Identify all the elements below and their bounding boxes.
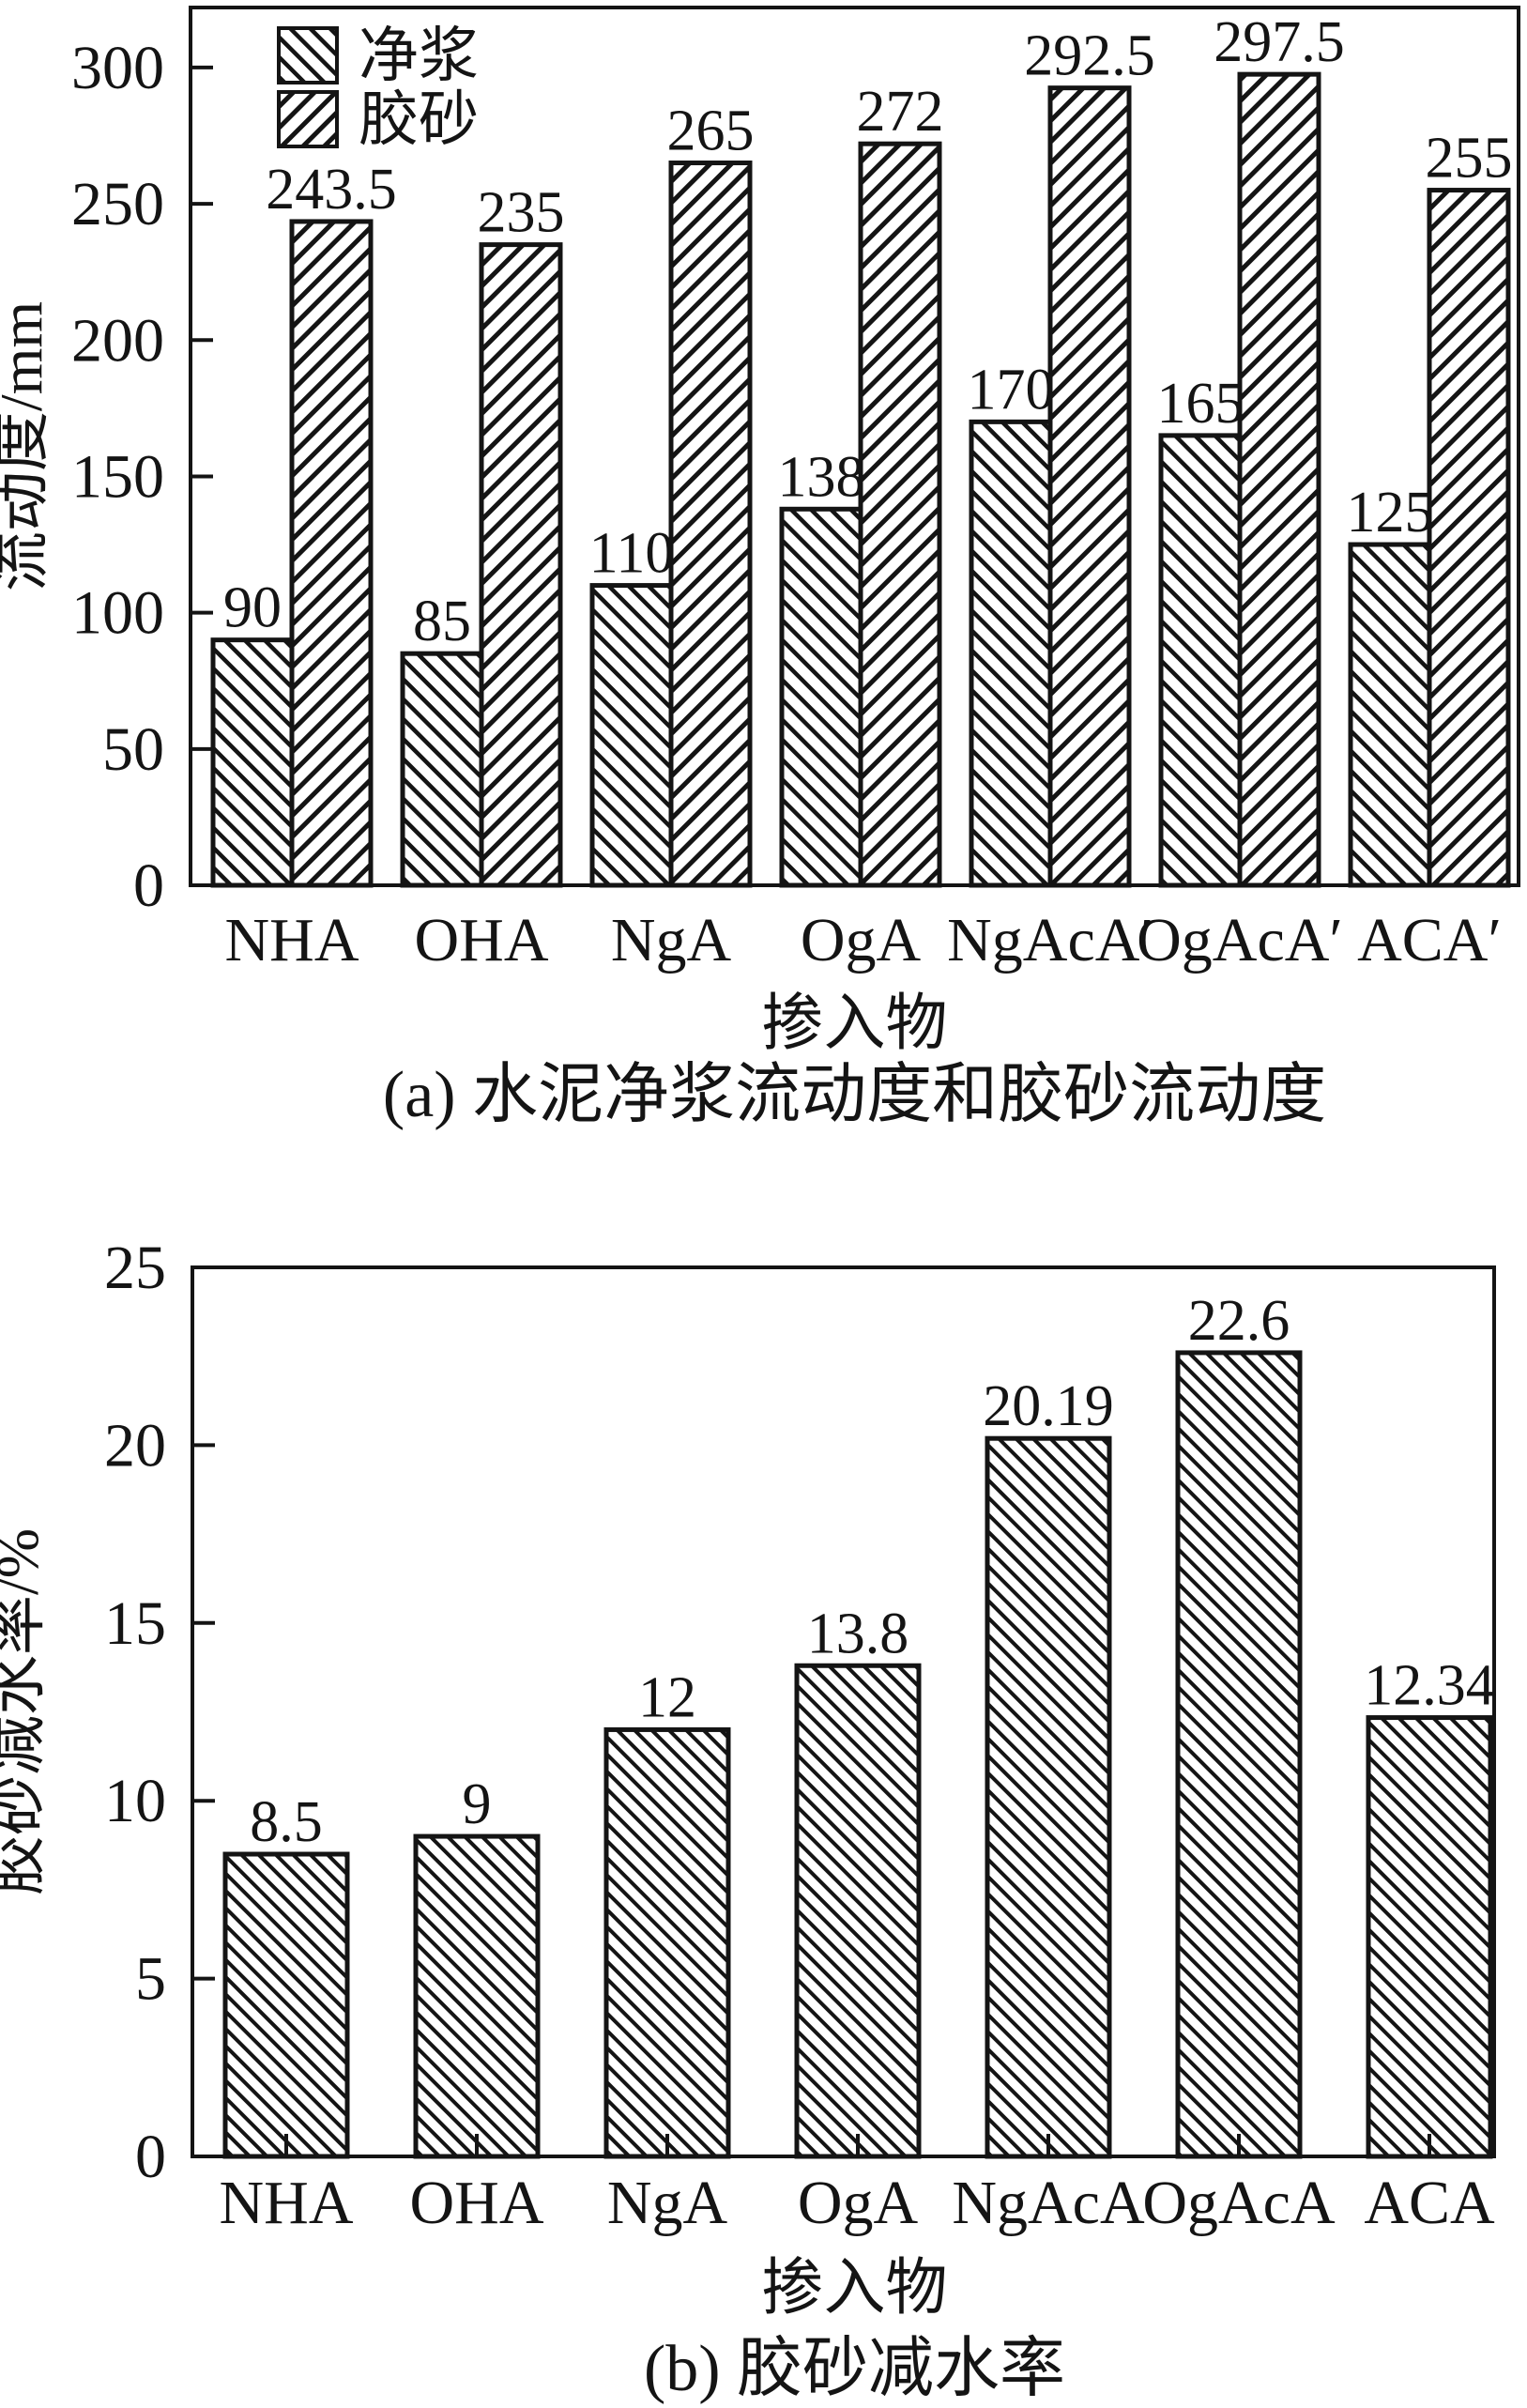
- bar-paste-3: [779, 506, 863, 888]
- bar-value-label-mortar-3: 272: [857, 80, 944, 144]
- legend-swatch-paste: [277, 26, 339, 84]
- bar-value-label-paste-3: 138: [778, 445, 865, 509]
- bar-mortar-6: [1427, 188, 1511, 888]
- bar-mortar-0: [289, 219, 374, 888]
- bar-rate-2: [603, 1726, 731, 2159]
- bar-rate-4: [985, 1435, 1112, 2159]
- x-category-label: OgA: [798, 2169, 919, 2237]
- bar-value-label-mortar-1: 235: [478, 181, 565, 245]
- bar-value-label-paste-2: 110: [589, 522, 675, 586]
- bar-mortar-4: [1047, 85, 1132, 888]
- x-category-label: OHA: [415, 906, 549, 974]
- bar-rate-6: [1366, 1715, 1493, 2159]
- x-category-label: OHA: [410, 2169, 544, 2237]
- bar-paste-5: [1158, 433, 1243, 888]
- legend-label-paste: 净浆: [359, 23, 479, 89]
- x-category-label: OgAcA: [1142, 2169, 1336, 2237]
- bar-rate-1: [413, 1833, 541, 2159]
- bar-value-label-rate-6: 12.34: [1364, 1654, 1495, 1718]
- chart-a-x-axis-title: 掺入物: [761, 989, 948, 1058]
- x-category-label: NHA: [225, 906, 359, 974]
- y-tick-label: 100: [71, 579, 164, 648]
- bar-value-label-mortar-2: 265: [667, 100, 755, 163]
- chart-b-water-reducing-rate: 8.5 9 12 13.8 20.19 22.6 12.34 0 5 10 15 20 25 NHA OHA…: [0, 1234, 1496, 2237]
- x-category-label: NgAcA′: [947, 906, 1153, 974]
- x-category-label: NHA: [220, 2169, 354, 2237]
- bar-paste-0: [210, 637, 295, 888]
- y-tick-label: 0: [135, 2123, 166, 2191]
- y-tick-label: 10: [104, 1767, 166, 1835]
- plot-frame: [189, 6, 1520, 887]
- bar-value-label-paste-6: 125: [1347, 481, 1434, 544]
- x-category-label: OgAcA′: [1137, 906, 1343, 974]
- bar-value-label-mortar-6: 255: [1426, 127, 1513, 191]
- chart-b-caption: (b) 胶砂减水率: [643, 2333, 1066, 2405]
- bar-mortar-3: [858, 141, 942, 888]
- bar-value-label-rate-5: 22.6: [1188, 1289, 1290, 1353]
- x-category-label: ACA′: [1357, 906, 1502, 974]
- y-tick-label: 5: [135, 1945, 166, 2014]
- bar-value-label-paste-5: 165: [1157, 372, 1245, 436]
- bar-value-label-paste-0: 90: [223, 576, 282, 640]
- bar-value-label-mortar-4: 292.5: [1024, 24, 1155, 88]
- y-tick-label: 150: [71, 442, 164, 511]
- bar-mortar-5: [1237, 71, 1321, 888]
- y-tick-label: 20: [104, 1411, 166, 1480]
- bar-value-label-rate-0: 8.5: [250, 1790, 323, 1854]
- bar-paste-4: [969, 419, 1053, 888]
- x-category-label: ACA: [1364, 2169, 1495, 2237]
- bar-rate-3: [794, 1663, 922, 2159]
- y-tick-label: 25: [104, 1234, 166, 1302]
- bar-value-label-rate-3: 13.8: [807, 1602, 909, 1665]
- x-category-label: NgA: [607, 2169, 728, 2237]
- plot-frame: [191, 1265, 1496, 2158]
- x-category-label: NgA: [611, 906, 732, 974]
- chart-b-x-axis-title: 掺入物: [761, 2254, 948, 2323]
- x-category-label: OgA: [801, 906, 922, 974]
- y-tick-label: 250: [71, 170, 164, 238]
- y-tick-label: 15: [104, 1589, 166, 1658]
- x-category-label: NgAcA: [952, 2169, 1145, 2237]
- chart-a-caption: (a) 水泥净浆流动度和胶砂流动度: [382, 1059, 1327, 1131]
- y-tick-label: 0: [133, 851, 164, 920]
- bar-value-label-rate-1: 9: [463, 1772, 492, 1836]
- legend-label-mortar: 胶砂: [359, 86, 479, 153]
- bar-value-label-mortar-5: 297.5: [1214, 10, 1345, 74]
- bar-value-label-mortar-0: 243.5: [266, 158, 397, 222]
- bar-value-label-rate-2: 12: [638, 1665, 696, 1729]
- bar-value-label-rate-4: 20.19: [983, 1374, 1114, 1438]
- chart-a-fluidity: 90 243.5 85 235 110 265 138 272 170 292.5 165 297.5…: [0, 6, 1520, 974]
- y-tick-label: 300: [71, 34, 164, 102]
- bar-paste-2: [589, 583, 674, 888]
- bar-paste-6: [1348, 542, 1432, 888]
- bar-value-label-paste-4: 170: [968, 358, 1055, 422]
- bar-rate-5: [1175, 1350, 1303, 2159]
- bar-value-label-paste-1: 85: [413, 590, 471, 653]
- y-tick-label: 200: [71, 306, 164, 375]
- legend-swatch-mortar: [277, 90, 339, 148]
- y-tick-label: 50: [102, 715, 164, 784]
- bar-paste-1: [400, 651, 484, 888]
- y-axis-title: 胶砂减水率/%: [0, 1528, 51, 1895]
- bar-mortar-1: [479, 242, 563, 888]
- bar-mortar-2: [668, 161, 753, 888]
- bar-rate-0: [222, 1851, 350, 2159]
- y-axis-title: 流动度/mm: [0, 301, 54, 591]
